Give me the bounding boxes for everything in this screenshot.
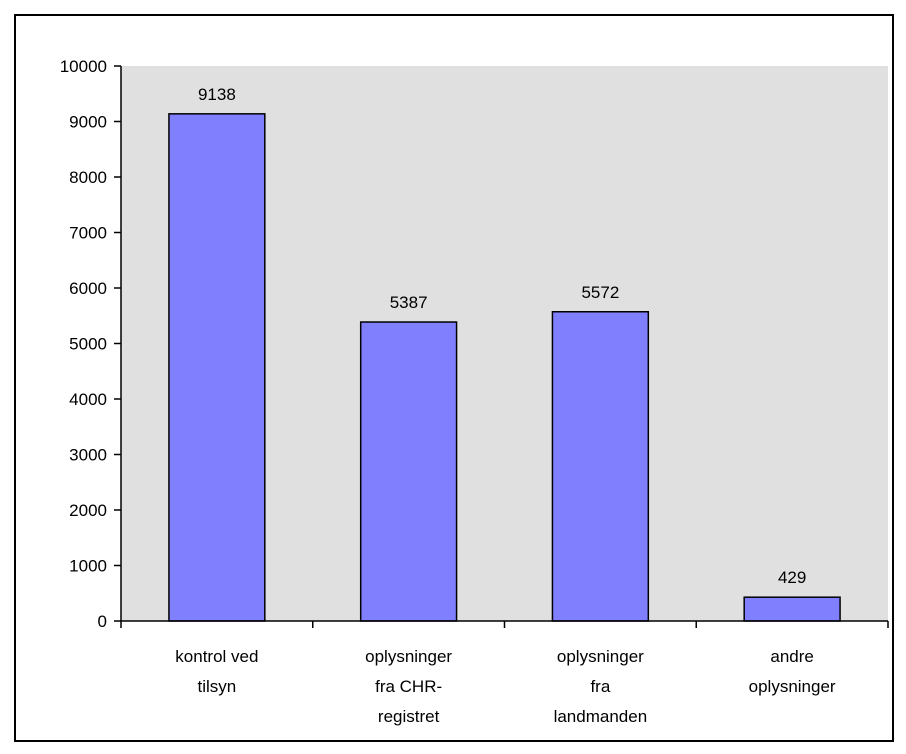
y-tick-label-7: 7000 [69, 224, 107, 243]
category-label-2: oplysninger fra landmanden [554, 647, 648, 726]
bar-2 [551, 311, 650, 622]
x-axis-ticks [120, 621, 889, 628]
y-tick-label-3: 3000 [69, 446, 107, 465]
category-label-0-line-1: tilsyn [198, 677, 237, 696]
y-tick-label-5: 5000 [69, 335, 107, 354]
category-label-0-line-0: kontrol ved [175, 647, 258, 666]
bar-1 [359, 321, 458, 622]
category-label-1: oplysninger fra CHR-registret [365, 647, 452, 726]
y-tick-labels: 0 1000 2000 3000 4000 5000 6000 7000 8000 9000 100… [60, 57, 107, 631]
category-label-2-line-0: oplysninger [557, 647, 644, 666]
y-tick-label-6: 6000 [69, 279, 107, 298]
bars [168, 113, 841, 622]
category-labels: kontrol ved tilsyn oplysninger fra CHR-regi… [175, 647, 836, 726]
category-label-2-line-2: landmanden [554, 707, 648, 726]
y-tick-label-10: 10000 [60, 57, 107, 76]
data-label-2: 5572 [581, 283, 619, 302]
category-label-3-line-1: oplysninger [749, 677, 836, 696]
data-label-0: 9138 [198, 85, 236, 104]
category-label-2-line-1: fra [590, 677, 610, 696]
bar-3 [743, 596, 841, 622]
category-label-3: andre oplysninger [749, 647, 836, 696]
y-tick-label-4: 4000 [69, 390, 107, 409]
data-label-1: 5387 [390, 293, 428, 312]
data-label-3: 429 [778, 568, 806, 587]
y-tick-label-1: 1000 [69, 557, 107, 576]
y-axis-ticks [114, 65, 121, 622]
y-tick-label-9: 9000 [69, 113, 107, 132]
category-label-1-line-0: oplysninger [365, 647, 452, 666]
category-label-0: kontrol ved tilsyn [175, 647, 258, 696]
y-tick-label-8: 8000 [69, 168, 107, 187]
category-label-1-line-1: fra CHR- [375, 677, 442, 696]
category-label-1-line-2: registret [378, 707, 440, 726]
bar-0 [168, 113, 266, 622]
category-label-3-line-0: andre [770, 647, 813, 666]
y-tick-label-0: 0 [98, 612, 107, 631]
y-tick-label-2: 2000 [69, 501, 107, 520]
data-labels: 9138 5387 5572 429 [198, 85, 806, 587]
